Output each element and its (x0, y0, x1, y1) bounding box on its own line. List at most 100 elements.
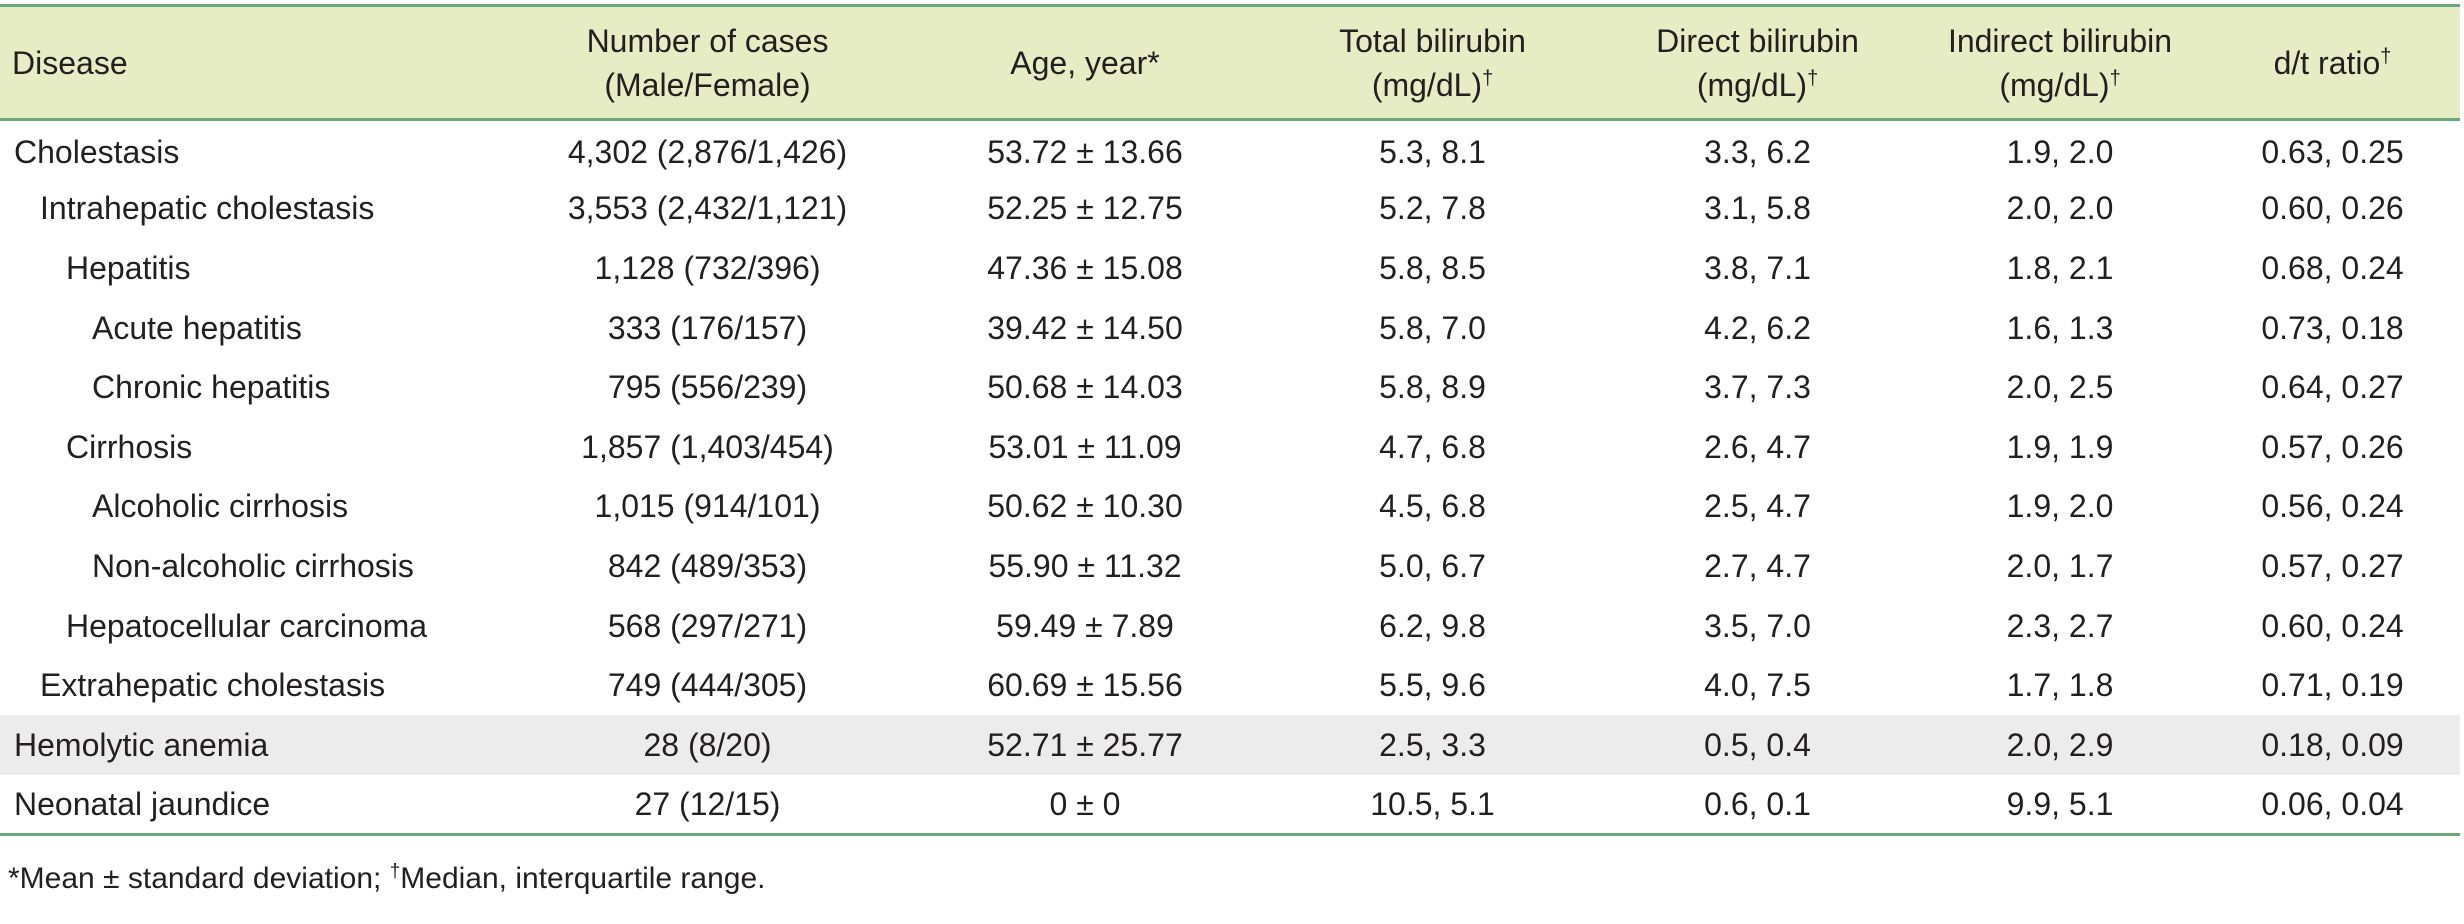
table-row: Chronic hepatitis 795 (556/239) 50.68 ± 14… (0, 358, 2460, 418)
header-total-bilirubin: Total bilirubin (mg/dL)† (1265, 6, 1600, 120)
dt-ratio-cell: 0.56, 0.24 (2261, 488, 2404, 525)
total-bilirubin-cell: 5.8, 8.9 (1379, 369, 1486, 406)
header-subtext: (Male/Female) (604, 66, 811, 103)
table-row: Hemolytic anemia 28 (8/20) 52.71 ± 25.77 2.… (0, 715, 2460, 776)
indirect-bilirubin-cell: 1.9, 2.0 (2006, 133, 2114, 170)
indirect-bilirubin-cell: 9.9, 5.1 (2006, 785, 2114, 822)
table-row: Cirrhosis 1,857 (1,403/454) 53.01 ± 11.09 4… (0, 417, 2460, 477)
cases-cell: 1,128 (732/396) (594, 249, 821, 286)
total-bilirubin-cell: 5.8, 8.5 (1379, 249, 1486, 286)
total-bilirubin-cell: 2.5, 3.3 (1379, 726, 1486, 763)
indirect-bilirubin-cell: 1.9, 1.9 (2006, 428, 2114, 465)
age-cell: 47.36 ± 15.08 (987, 249, 1183, 286)
direct-bilirubin-cell: 3.3, 6.2 (1704, 133, 1811, 170)
header-direct-bilirubin: Direct bilirubin (mg/dL)† (1600, 6, 1915, 120)
disease-cell: Non-alcoholic cirrhosis (92, 547, 414, 584)
dt-ratio-cell: 0.68, 0.24 (2261, 249, 2404, 286)
table-header: Disease Number of cases (Male/Female) Ag… (0, 5, 2460, 120)
cases-cell: 568 (297/271) (607, 607, 808, 644)
dagger-mark: † (2380, 44, 2392, 67)
indirect-bilirubin-cell: 2.0, 2.5 (2006, 369, 2114, 406)
age-cell: 53.01 ± 11.09 (988, 428, 1182, 465)
indirect-bilirubin-cell: 1.9, 2.0 (2006, 488, 2114, 525)
total-bilirubin-cell: 4.5, 6.8 (1379, 488, 1486, 525)
indirect-bilirubin-cell: 1.8, 2.1 (2006, 249, 2114, 286)
dagger-mark: † (2109, 66, 2121, 89)
total-bilirubin-cell: 5.3, 8.1 (1379, 133, 1486, 170)
dt-ratio-cell: 0.57, 0.26 (2261, 428, 2404, 465)
disease-cell: Hepatocellular carcinoma (66, 607, 428, 644)
cases-cell: 795 (556/239) (607, 369, 808, 406)
header-subtext: (mg/dL) (1696, 66, 1808, 103)
direct-bilirubin-cell: 2.6, 4.7 (1704, 428, 1811, 465)
age-cell: 50.62 ± 10.30 (987, 488, 1183, 525)
direct-bilirubin-cell: 0.6, 0.1 (1704, 785, 1811, 822)
dt-ratio-cell: 0.18, 0.09 (2261, 726, 2404, 763)
table-body: Cholestasis 4,302 (2,876/1,426) 53.72 ± 13… (0, 120, 2460, 835)
table-row: Neonatal jaundice 27 (12/15) 0 ± 0 10.5, 5.… (0, 775, 2460, 835)
cases-cell: 4,302 (2,876/1,426) (567, 133, 848, 170)
dt-ratio-cell: 0.06, 0.04 (2261, 785, 2404, 822)
table-row: Alcoholic cirrhosis 1,015 (914/101) 50.62 … (0, 477, 2460, 537)
indirect-bilirubin-cell: 2.0, 2.9 (2006, 726, 2114, 763)
disease-cell: Intrahepatic cholestasis (40, 190, 375, 227)
age-cell: 39.42 ± 14.50 (987, 309, 1183, 346)
disease-cell: Hepatitis (66, 249, 191, 286)
dt-ratio-cell: 0.63, 0.25 (2261, 133, 2404, 170)
total-bilirubin-cell: 6.2, 9.8 (1379, 607, 1486, 644)
total-bilirubin-cell: 5.2, 7.8 (1379, 190, 1486, 227)
header-subtext: (mg/dL) (1371, 66, 1483, 103)
disease-cell: Chronic hepatitis (92, 369, 331, 406)
age-cell: 52.71 ± 25.77 (987, 726, 1183, 763)
disease-cell: Alcoholic cirrhosis (92, 488, 349, 525)
age-cell: 53.72 ± 13.66 (987, 133, 1183, 170)
disease-cell: Cirrhosis (66, 428, 193, 465)
table-row: Intrahepatic cholestasis 3,553 (2,432/1,1… (0, 179, 2460, 239)
header-dt-ratio: d/t ratio† (2205, 6, 2460, 120)
disease-cell: Extrahepatic cholestasis (40, 667, 386, 704)
dagger-mark: † (389, 861, 401, 882)
dt-ratio-cell: 0.60, 0.24 (2261, 607, 2404, 644)
cases-cell: 27 (12/15) (634, 785, 781, 822)
direct-bilirubin-cell: 2.5, 4.7 (1704, 488, 1811, 525)
dt-ratio-cell: 0.64, 0.27 (2261, 369, 2404, 406)
age-cell: 0 ± 0 (1049, 785, 1121, 822)
age-cell: 55.90 ± 11.32 (988, 547, 1182, 584)
direct-bilirubin-cell: 2.7, 4.7 (1704, 547, 1811, 584)
header-text: Indirect bilirubin (1947, 22, 2173, 59)
direct-bilirubin-cell: 4.0, 7.5 (1704, 667, 1811, 704)
indirect-bilirubin-cell: 2.0, 2.0 (2006, 190, 2114, 227)
direct-bilirubin-cell: 3.5, 7.0 (1704, 607, 1811, 644)
header-number-of-cases: Number of cases (Male/Female) (510, 6, 905, 120)
direct-bilirubin-cell: 3.7, 7.3 (1704, 369, 1811, 406)
indirect-bilirubin-cell: 1.6, 1.3 (2006, 309, 2114, 346)
cases-cell: 1,857 (1,403/454) (581, 428, 834, 465)
header-text: Number of cases (586, 22, 829, 59)
cases-cell: 842 (489/353) (607, 547, 808, 584)
cases-cell: 3,553 (2,432/1,121) (567, 190, 848, 227)
header-age: Age, year* (905, 6, 1265, 120)
cases-cell: 749 (444/305) (607, 667, 808, 704)
header-indirect-bilirubin: Indirect bilirubin (mg/dL)† (1915, 6, 2205, 120)
age-cell: 60.69 ± 15.56 (987, 667, 1183, 704)
age-cell: 52.25 ± 12.75 (987, 190, 1183, 227)
table-row: Cholestasis 4,302 (2,876/1,426) 53.72 ± 13… (0, 120, 2460, 180)
disease-cell: Cholestasis (14, 133, 180, 170)
total-bilirubin-cell: 5.0, 6.7 (1379, 547, 1486, 584)
indirect-bilirubin-cell: 2.0, 1.7 (2006, 547, 2114, 584)
dt-ratio-cell: 0.60, 0.26 (2261, 190, 2404, 227)
table-footnote: *Mean ± standard deviation; †Median, int… (8, 862, 766, 896)
total-bilirubin-cell: 10.5, 5.1 (1370, 785, 1495, 822)
total-bilirubin-cell: 5.5, 9.6 (1379, 667, 1486, 704)
dagger-mark: † (1482, 66, 1494, 89)
header-disease: Disease (0, 6, 510, 120)
direct-bilirubin-cell: 0.5, 0.4 (1704, 726, 1811, 763)
table-row: Hepatitis 1,128 (732/396) 47.36 ± 15.08 5.8… (0, 239, 2460, 299)
footnote-text: Median, interquartile range. (400, 862, 766, 895)
table-row: Hepatocellular carcinoma 568 (297/271) 59.… (0, 596, 2460, 656)
disease-cell: Acute hepatitis (92, 309, 302, 346)
footnote-text: *Mean ± standard deviation; (8, 862, 390, 895)
header-row: Disease Number of cases (Male/Female) Ag… (0, 5, 2460, 120)
direct-bilirubin-cell: 4.2, 6.2 (1704, 309, 1811, 346)
bilirubin-table: Disease Number of cases (Male/Female) Ag… (0, 4, 2460, 836)
